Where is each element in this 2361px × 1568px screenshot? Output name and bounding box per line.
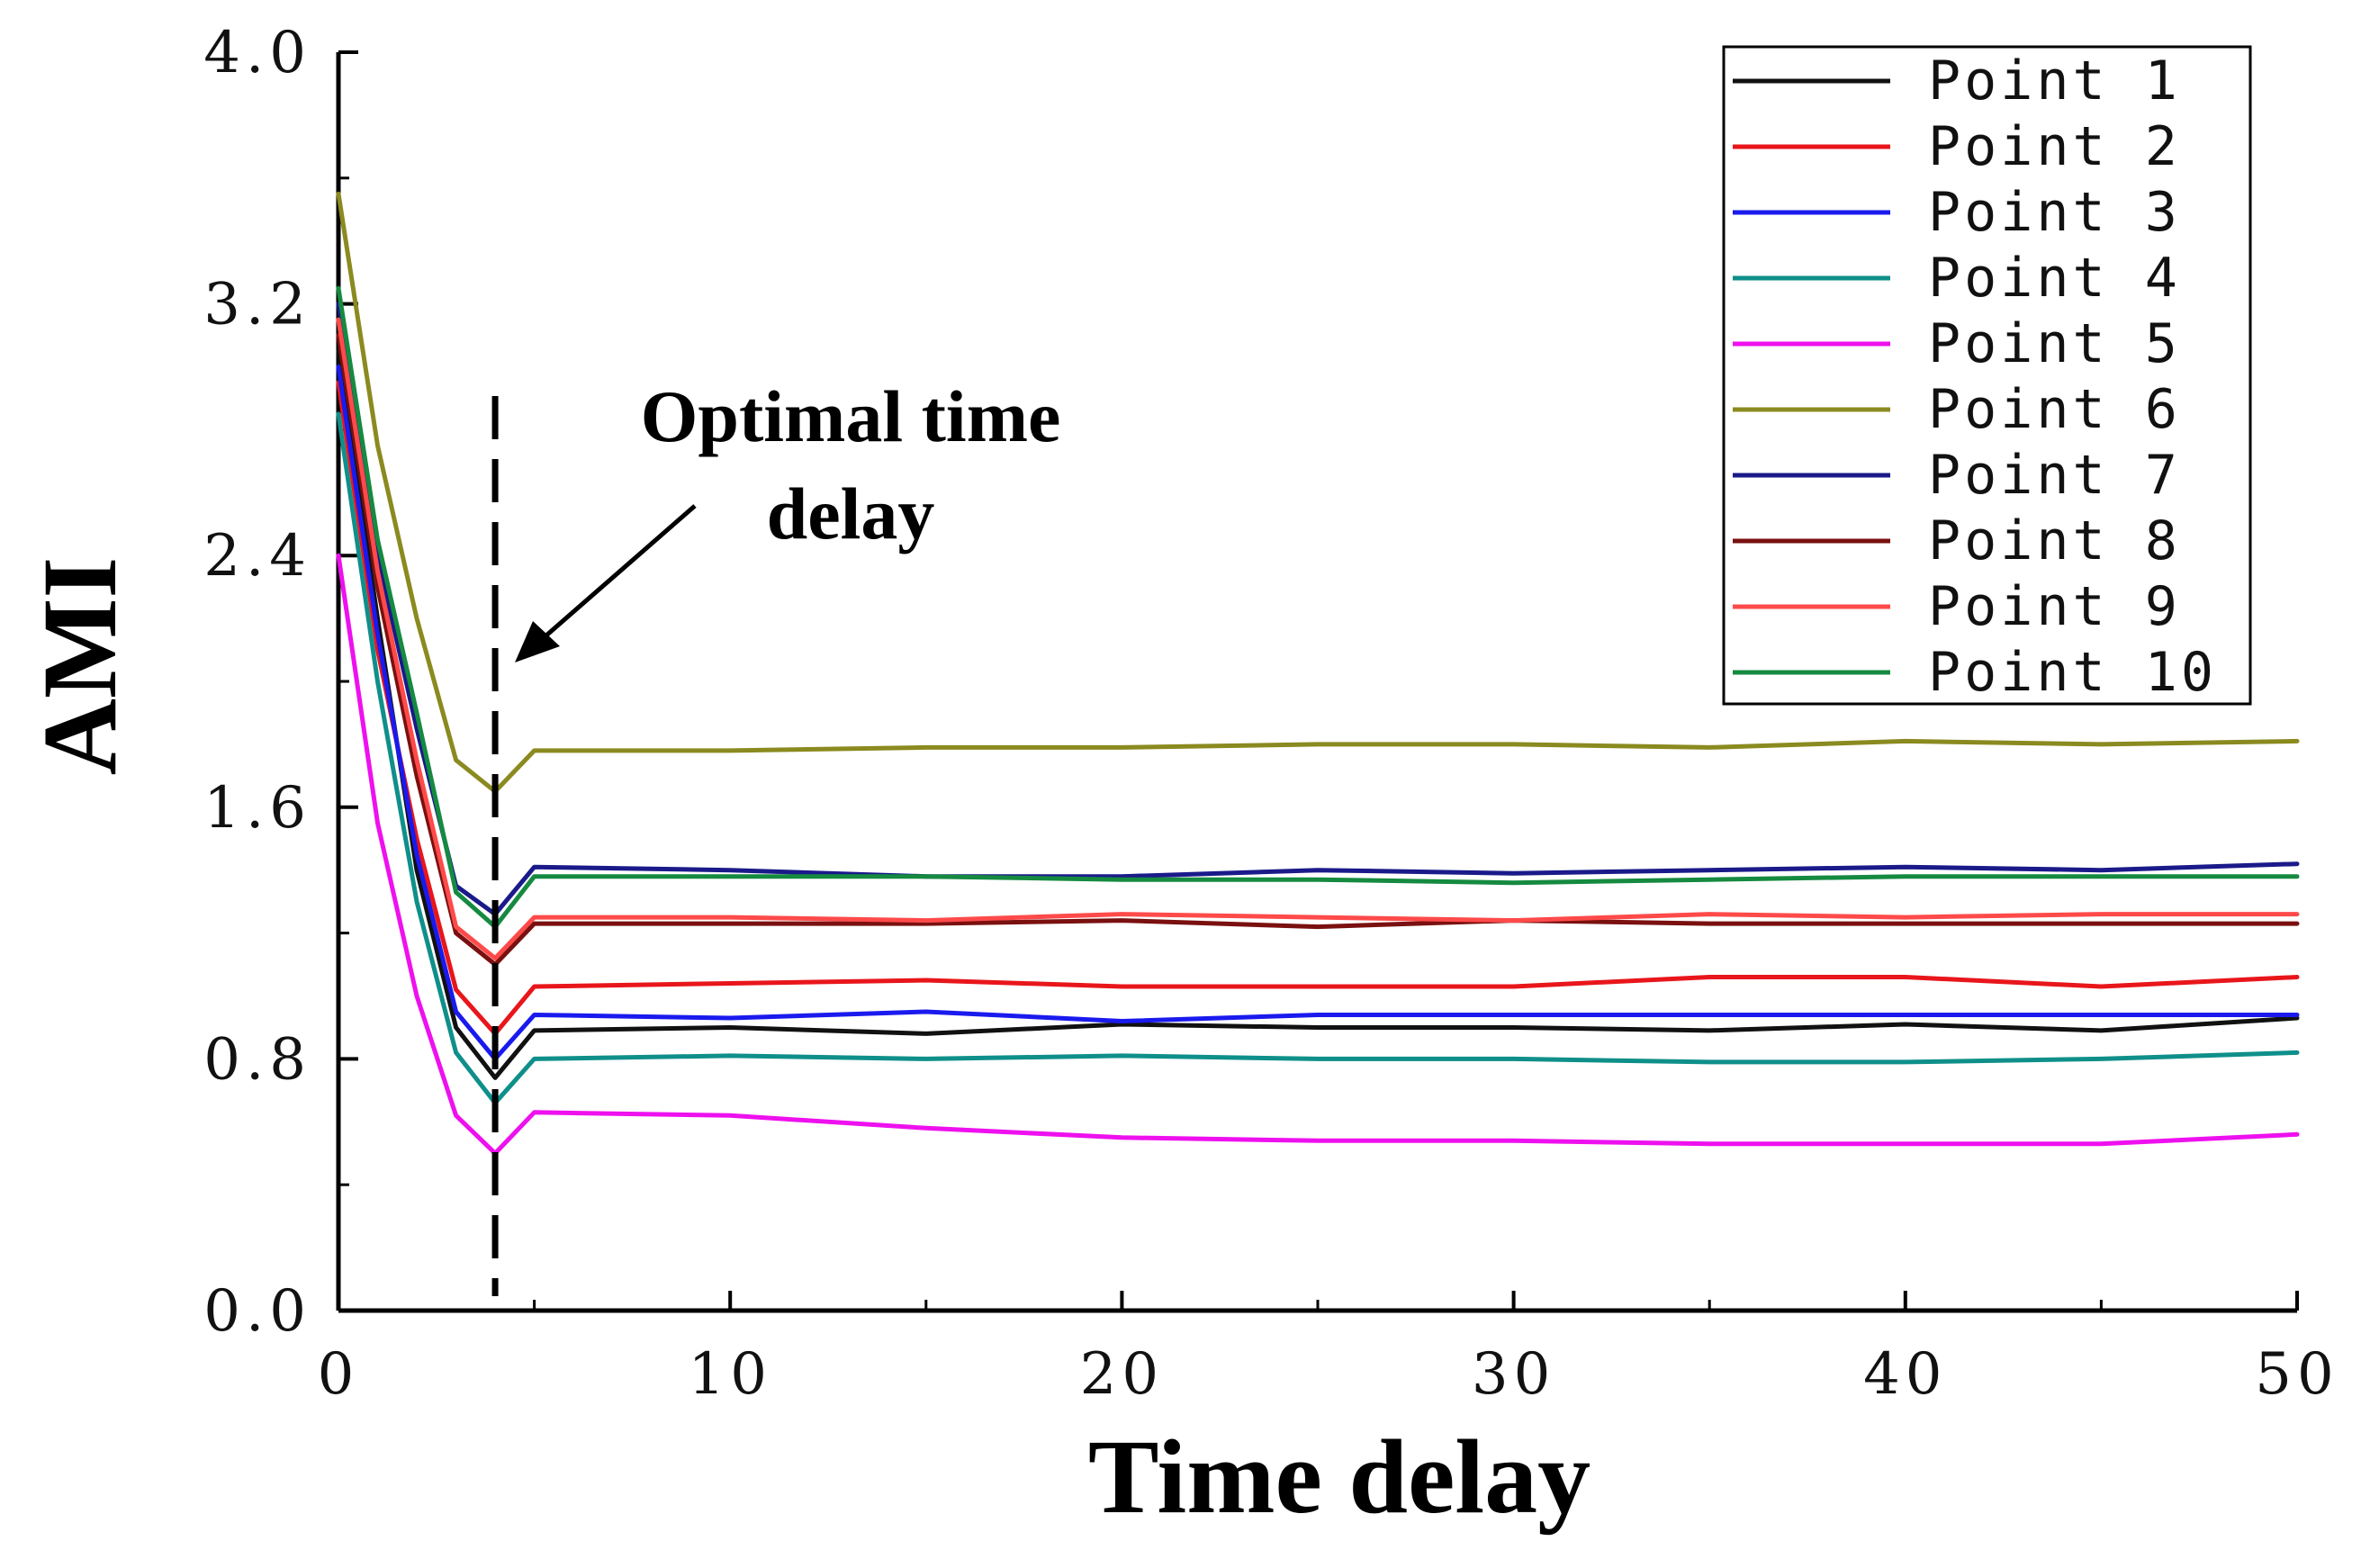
- series-line-point-8: [336, 333, 2300, 967]
- y-tick-label: 4.0: [203, 20, 311, 86]
- x-tick-label: 50: [2255, 1341, 2338, 1408]
- series-line-point-3: [336, 365, 2300, 1061]
- series-line-point-6: [336, 191, 2300, 794]
- legend-label-point-6: Point 6: [1928, 378, 2181, 441]
- legend-label-point-8: Point 8: [1928, 509, 2181, 572]
- y-tick-label: 0.8: [203, 1026, 311, 1093]
- y-tick-label: 0.0: [203, 1278, 311, 1345]
- y-tick-label: 3.2: [203, 272, 311, 338]
- x-tick-label: 10: [688, 1341, 771, 1408]
- annotation-line1: Optimal time: [641, 375, 1061, 457]
- y-tick-label: 2.4: [203, 523, 311, 590]
- series-lines: [336, 191, 2300, 1156]
- legend-label-point-5: Point 5: [1928, 312, 2181, 375]
- series-line-point-4: [336, 411, 2300, 1105]
- x-ticks: 0 10 20 30 40 50: [318, 1291, 2338, 1408]
- legend-label-point-9: Point 9: [1928, 575, 2181, 638]
- y-ticks: 0.0 0.8 1.6 2.4 3.2 4.0: [203, 20, 358, 1345]
- legend-label-point-3: Point 3: [1928, 181, 2181, 244]
- x-tick-label: 30: [1472, 1341, 1555, 1408]
- x-tick-label: 40: [1863, 1341, 1947, 1408]
- legend-box: [1722, 45, 2252, 706]
- annotation-line2: delay: [767, 473, 935, 554]
- y-axis-label: AMI: [21, 557, 139, 776]
- legend-label-point-7: Point 7: [1928, 444, 2181, 507]
- y-tick-label: 1.6: [203, 775, 311, 842]
- x-tick-label: 0: [318, 1341, 360, 1408]
- legend-label-point-10: Point 10: [1928, 641, 2217, 704]
- x-axis-label: Time delay: [1088, 1418, 1591, 1536]
- x-tick-label: 20: [1080, 1341, 1164, 1408]
- legend-label-point-2: Point 2: [1928, 115, 2181, 178]
- legend-label-point-1: Point 1: [1928, 50, 2181, 113]
- series-line-point-10: [336, 285, 2300, 930]
- series-line-point-5: [336, 553, 2300, 1156]
- legend-label-point-4: Point 4: [1928, 247, 2181, 310]
- series-line-point-9: [336, 317, 2300, 961]
- annotation-arrow: [515, 504, 697, 662]
- series-line-point-1: [336, 348, 2300, 1080]
- series-line-point-2: [336, 380, 2300, 1036]
